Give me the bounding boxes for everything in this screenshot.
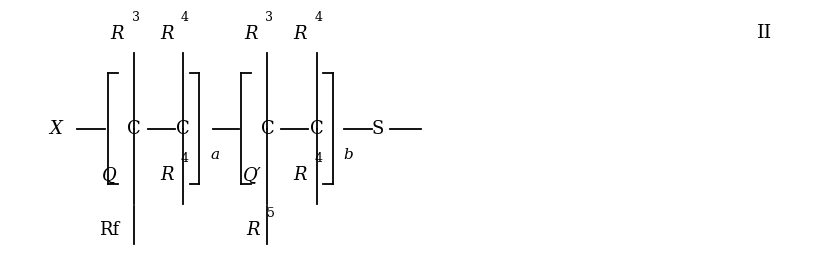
Text: R: R xyxy=(246,221,259,239)
Text: a: a xyxy=(210,148,219,162)
Text: R: R xyxy=(111,25,125,43)
Text: Rf: Rf xyxy=(99,221,120,239)
Text: C: C xyxy=(309,120,323,137)
Text: 3: 3 xyxy=(131,11,139,24)
Text: 3: 3 xyxy=(265,11,273,24)
Text: C: C xyxy=(261,120,275,137)
Text: R: R xyxy=(294,25,307,43)
Text: R: R xyxy=(294,166,307,184)
Text: II: II xyxy=(757,24,772,42)
Text: R: R xyxy=(244,25,258,43)
Text: 4: 4 xyxy=(181,11,189,24)
Text: b: b xyxy=(344,148,353,162)
Text: R: R xyxy=(160,25,173,43)
Text: C: C xyxy=(177,120,190,137)
Text: 4: 4 xyxy=(314,152,323,165)
Text: 4: 4 xyxy=(314,11,323,24)
Text: Q: Q xyxy=(102,166,116,184)
Text: X: X xyxy=(50,120,63,137)
Text: Q′: Q′ xyxy=(243,166,262,184)
Text: 4: 4 xyxy=(181,152,189,165)
Text: C: C xyxy=(127,120,141,137)
Text: S: S xyxy=(372,120,384,137)
Text: 5: 5 xyxy=(266,207,275,221)
Text: R: R xyxy=(160,166,173,184)
